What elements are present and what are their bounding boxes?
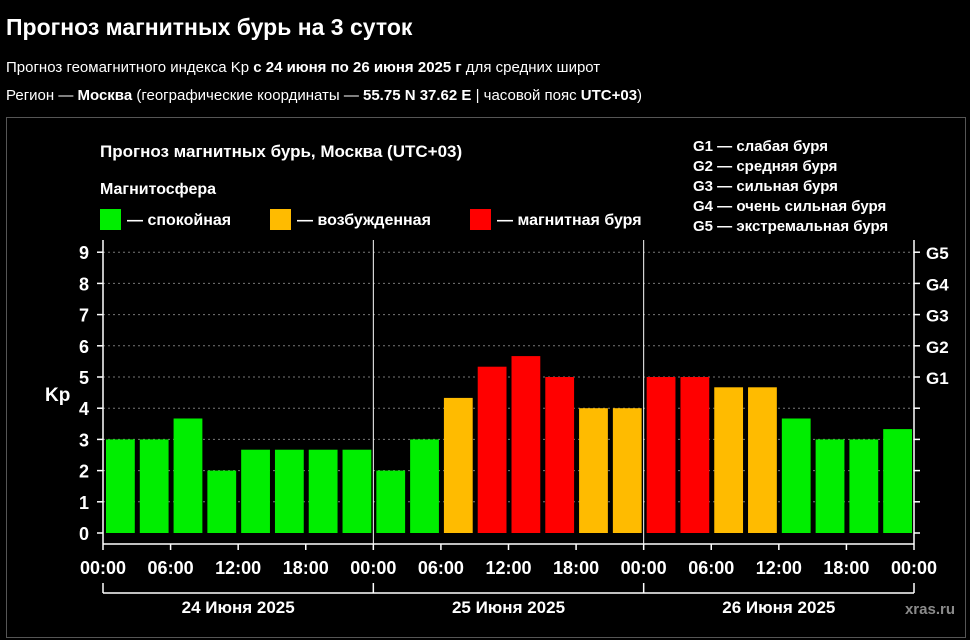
day-label: 24 Июня 2025 bbox=[182, 598, 295, 617]
g-level-label: G3 bbox=[926, 307, 949, 326]
region-info: Регион — Москва (географические координа… bbox=[6, 87, 642, 104]
kp-bar bbox=[748, 387, 777, 533]
chart-frame bbox=[6, 117, 966, 638]
kp-bar bbox=[207, 470, 237, 533]
kp-bar bbox=[241, 449, 270, 533]
region-city: Москва bbox=[77, 87, 133, 104]
x-tick-label: 12:00 bbox=[215, 558, 261, 578]
y-tick-label: 7 bbox=[79, 306, 89, 326]
y-tick-label: 8 bbox=[79, 274, 89, 294]
y-tick-label: 2 bbox=[79, 462, 89, 482]
kp-bar bbox=[376, 470, 406, 533]
g-level-label: G5 bbox=[926, 244, 949, 263]
legend-swatch-quiet bbox=[100, 209, 121, 230]
region-sep: | часовой пояс bbox=[471, 87, 581, 104]
x-tick-label: 06:00 bbox=[148, 558, 194, 578]
kp-bar bbox=[849, 439, 879, 533]
region-end: ) bbox=[637, 87, 643, 104]
x-tick-label: 00:00 bbox=[80, 558, 126, 578]
legend-label-quiet: — спокойная bbox=[127, 212, 231, 229]
y-axis-label: Kp bbox=[45, 385, 70, 406]
kp-bar bbox=[646, 377, 676, 533]
kp-bar bbox=[579, 408, 608, 533]
x-tick-label: 12:00 bbox=[485, 558, 531, 578]
y-tick-label: 9 bbox=[79, 243, 89, 263]
kp-bar bbox=[477, 366, 507, 533]
x-tick-label: 18:00 bbox=[553, 558, 599, 578]
g-scale-legend-item: G3 — сильная буря bbox=[693, 178, 838, 195]
legend-swatch-storm bbox=[470, 209, 491, 230]
kp-bar bbox=[714, 387, 744, 533]
region-pre: Регион — bbox=[6, 87, 78, 104]
kp-bar bbox=[815, 439, 845, 533]
y-tick-label: 0 bbox=[79, 524, 89, 544]
g-level-label: G4 bbox=[926, 275, 949, 294]
kp-bar bbox=[274, 449, 304, 533]
legend-swatch-active bbox=[270, 209, 291, 230]
g-level-label: G2 bbox=[926, 338, 949, 357]
forecast-desc-pre: Прогноз геомагнитного индекса Kp bbox=[6, 59, 254, 76]
legend-label-storm: — магнитная буря bbox=[497, 212, 642, 229]
kp-bar bbox=[173, 418, 203, 533]
region-coords: 55.75 N 37.62 E bbox=[363, 87, 472, 104]
chart-title: Прогноз магнитных бурь, Москва (UTC+03) bbox=[100, 142, 462, 161]
forecast-desc-post: для средних широт bbox=[461, 59, 601, 76]
y-tick-label: 6 bbox=[79, 337, 89, 357]
kp-bar bbox=[612, 408, 642, 533]
region-timezone: UTC+03 bbox=[580, 87, 638, 104]
g-scale-legend-item: G1 — слабая буря bbox=[693, 138, 828, 155]
kp-bar bbox=[443, 397, 473, 533]
x-tick-label: 00:00 bbox=[621, 558, 667, 578]
kp-bar bbox=[883, 429, 912, 533]
kp-bar bbox=[342, 449, 372, 533]
g-level-label: G1 bbox=[926, 369, 949, 388]
y-tick-label: 1 bbox=[79, 493, 89, 513]
y-tick-label: 5 bbox=[79, 368, 89, 388]
kp-bar bbox=[106, 439, 135, 533]
kp-bar bbox=[139, 439, 169, 533]
x-tick-label: 18:00 bbox=[823, 558, 869, 578]
watermark: xras.ru bbox=[905, 601, 955, 618]
g-scale-legend-item: G4 — очень сильная буря bbox=[693, 198, 886, 215]
y-tick-label: 4 bbox=[79, 399, 89, 419]
forecast-date-range: с 24 июня по 26 июня 2025 г bbox=[253, 59, 462, 76]
x-tick-label: 00:00 bbox=[891, 558, 937, 578]
x-tick-label: 06:00 bbox=[418, 558, 464, 578]
region-mid: (географические координаты — bbox=[132, 87, 363, 104]
x-tick-label: 18:00 bbox=[283, 558, 329, 578]
kp-bar bbox=[308, 449, 338, 533]
g-scale-legend-item: G5 — экстремальная буря bbox=[693, 218, 888, 235]
forecast-description: Прогноз геомагнитного индекса Kp с 24 ию… bbox=[6, 59, 600, 76]
day-label: 26 Июня 2025 bbox=[722, 598, 835, 617]
legend-label-active: — возбужденная bbox=[297, 212, 431, 229]
x-tick-label: 12:00 bbox=[756, 558, 802, 578]
kp-bar bbox=[781, 418, 811, 533]
day-label: 25 Июня 2025 bbox=[452, 598, 565, 617]
y-tick-label: 3 bbox=[79, 430, 89, 450]
kp-bar bbox=[410, 439, 439, 533]
kp-bar bbox=[511, 356, 541, 533]
x-tick-label: 06:00 bbox=[688, 558, 734, 578]
page-title: Прогноз магнитных бурь на 3 суток bbox=[6, 14, 413, 40]
kp-bar bbox=[545, 377, 575, 533]
g-scale-legend-item: G2 — средняя буря bbox=[693, 158, 837, 175]
x-tick-label: 00:00 bbox=[350, 558, 396, 578]
kp-bar bbox=[680, 377, 710, 533]
legend-title: Магнитосфера bbox=[100, 181, 216, 198]
